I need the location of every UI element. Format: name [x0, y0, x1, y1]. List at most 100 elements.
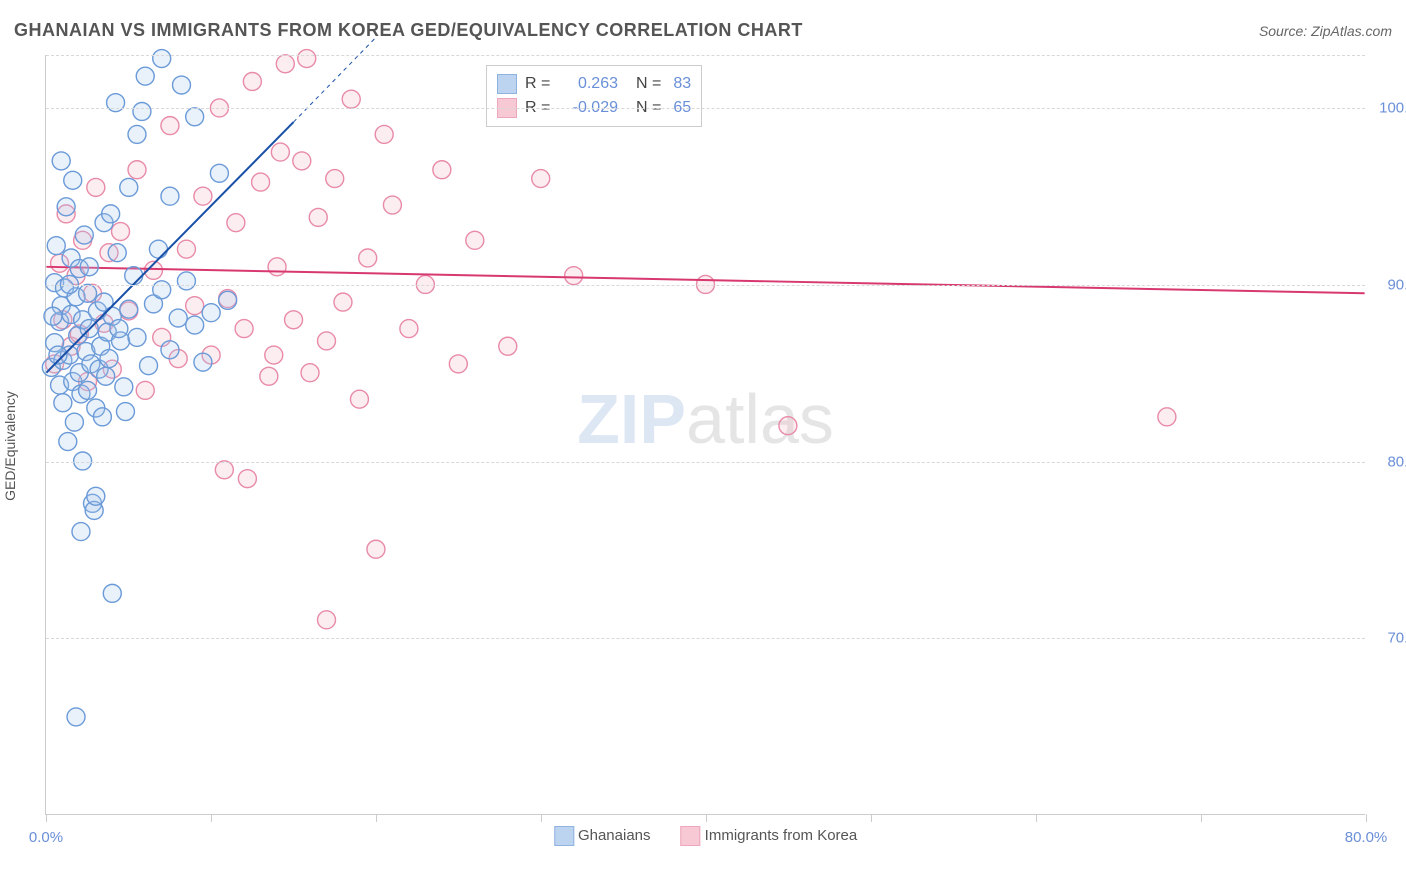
data-point [108, 244, 126, 262]
data-point [375, 125, 393, 143]
data-point [87, 178, 105, 196]
gridline [46, 462, 1365, 463]
x-tick [541, 814, 542, 822]
legend-label-ghanaians: Ghanaians [578, 827, 651, 844]
data-point [350, 390, 368, 408]
data-point [202, 304, 220, 322]
series-legend: Ghanaians Immigrants from Korea [554, 826, 857, 846]
chart-title: GHANAIAN VS IMMIGRANTS FROM KOREA GED/EQ… [14, 20, 803, 41]
data-point [64, 171, 82, 189]
x-tick [46, 814, 47, 822]
data-point [219, 291, 237, 309]
data-point [243, 72, 261, 90]
data-point [110, 320, 128, 338]
data-point [334, 293, 352, 311]
data-point [194, 353, 212, 371]
data-point [169, 309, 187, 327]
x-tick [211, 814, 212, 822]
data-point [342, 90, 360, 108]
swatch-korea-icon [681, 826, 701, 846]
data-point [499, 337, 517, 355]
data-point [52, 152, 70, 170]
data-point [565, 267, 583, 285]
data-point [153, 281, 171, 299]
data-point [215, 461, 233, 479]
data-point [194, 187, 212, 205]
data-point [285, 311, 303, 329]
data-point [153, 50, 171, 68]
x-tick [706, 814, 707, 822]
data-point [128, 328, 146, 346]
gridline [46, 285, 1365, 286]
y-tick-label: 90.0% [1387, 276, 1406, 293]
data-point [309, 208, 327, 226]
source-label: Source: ZipAtlas.com [1259, 23, 1392, 39]
x-tick [1036, 814, 1037, 822]
data-point [318, 611, 336, 629]
data-point [326, 170, 344, 188]
data-point [136, 381, 154, 399]
data-point [186, 316, 204, 334]
data-point [260, 367, 278, 385]
data-point [97, 367, 115, 385]
y-axis-label: GED/Equivalency [2, 391, 18, 501]
data-point [298, 50, 316, 68]
data-point [173, 76, 191, 94]
swatch-ghanaians-icon [554, 826, 574, 846]
data-point [128, 125, 146, 143]
x-tick-label: 80.0% [1345, 829, 1388, 846]
data-point [177, 272, 195, 290]
data-point [128, 161, 146, 179]
gridline [46, 55, 1365, 56]
data-point [80, 258, 98, 276]
data-point [79, 284, 97, 302]
data-point [100, 350, 118, 368]
legend-item-ghanaians: Ghanaians [554, 826, 651, 846]
data-point [1158, 408, 1176, 426]
data-point [102, 205, 120, 223]
data-point [59, 433, 77, 451]
scatter-svg [46, 55, 1365, 814]
data-point [161, 117, 179, 135]
data-point [65, 413, 83, 431]
data-point [140, 357, 158, 375]
data-point [75, 226, 93, 244]
data-point [238, 470, 256, 488]
gridline [46, 108, 1365, 109]
data-point [116, 403, 134, 421]
plot-area: ZIPatlas R = 0.263 N = 83 R = -0.029 N =… [45, 55, 1365, 815]
data-point [186, 297, 204, 315]
data-point [186, 108, 204, 126]
data-point [57, 198, 75, 216]
data-point [433, 161, 451, 179]
data-point [112, 223, 130, 241]
data-point [161, 187, 179, 205]
x-tick [1201, 814, 1202, 822]
data-point [210, 164, 228, 182]
data-point [120, 300, 138, 318]
data-point [149, 240, 167, 258]
data-point [136, 67, 154, 85]
data-point [133, 102, 151, 120]
data-point [120, 178, 138, 196]
chart-container: GHANAIAN VS IMMIGRANTS FROM KOREA GED/EQ… [0, 0, 1406, 892]
data-point [301, 364, 319, 382]
data-point [227, 214, 245, 232]
data-point [79, 381, 97, 399]
x-tick [871, 814, 872, 822]
data-point [359, 249, 377, 267]
data-point [44, 307, 62, 325]
data-point [268, 258, 286, 276]
y-tick-label: 100.0% [1379, 100, 1406, 117]
data-point [115, 378, 133, 396]
title-bar: GHANAIAN VS IMMIGRANTS FROM KOREA GED/EQ… [14, 20, 1392, 41]
data-point [54, 394, 72, 412]
y-tick-label: 80.0% [1387, 453, 1406, 470]
y-tick-label: 70.0% [1387, 630, 1406, 647]
data-point [449, 355, 467, 373]
data-point [271, 143, 289, 161]
data-point [103, 584, 121, 602]
data-point [87, 487, 105, 505]
data-point [276, 55, 294, 73]
data-point [161, 341, 179, 359]
